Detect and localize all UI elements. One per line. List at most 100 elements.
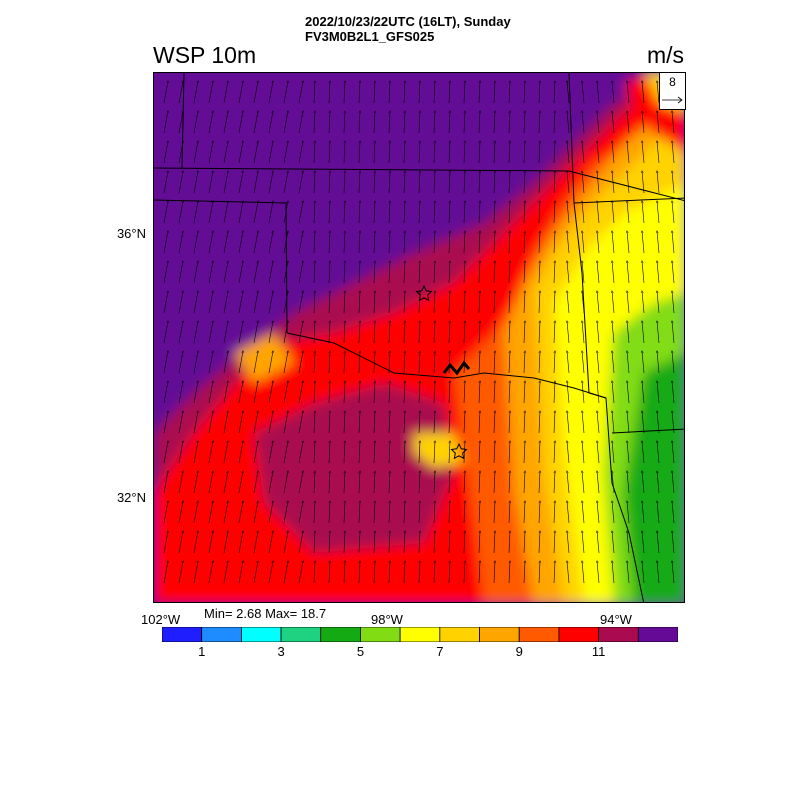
wind-vector-arrow [508,501,510,524]
wind-vector-arrow [463,261,465,284]
wind-vector-arrow [463,501,465,524]
wind-vector-arrow [672,201,675,224]
wind-vector-arrow [208,261,213,284]
wind-vector-arrow [478,531,480,554]
wind-vector-arrow [253,201,258,224]
wind-vector-arrow [223,381,228,404]
wind-vector-arrow [672,381,675,404]
wind-vector-arrow [642,381,645,404]
wind-vector-arrow [193,81,198,104]
wind-vector-arrow [523,471,525,494]
colorbar-swatch [439,627,480,642]
wind-vector-arrow [448,381,450,404]
wind-vector-arrow [163,531,168,554]
wind-vector-arrow [612,111,615,134]
wind-vector-arrow [268,201,273,224]
wind-vector-arrow [208,141,213,164]
wind-vector-arrow [328,81,330,104]
wind-vector-arrow [538,171,540,194]
wind-vector-arrow [313,171,315,194]
wind-vector-arrow [478,231,480,254]
wind-vector-arrow [403,201,405,224]
wind-vector-arrow [463,531,465,554]
wind-vector-arrow [328,561,330,584]
wind-vector-arrow [223,531,228,554]
wind-vector-arrow [283,561,288,584]
wind-vector-arrow [283,381,288,404]
wind-vector-arrow [283,351,288,374]
wind-vector-arrow [223,501,228,524]
wind-vector-arrow [418,141,420,164]
wind-vector-arrow [178,561,183,584]
wind-vector-arrow [343,561,345,584]
wind-vector-arrow [672,291,675,314]
wind-vector-arrow [343,501,345,524]
wind-vector-arrow [448,201,450,224]
wind-vector-arrow [403,231,405,254]
wind-vector-arrow [523,141,525,164]
wind-vector-arrow [538,501,540,524]
wind-vector-arrow [358,471,360,494]
wind-vector-arrow [298,201,303,224]
wind-vector-arrow [253,171,258,194]
wind-vector-arrow [433,171,435,194]
colorbar-swatch [399,627,441,642]
wind-vector-arrow [463,231,465,254]
wind-vector-arrow [313,501,315,524]
wind-vector-arrow [523,531,525,554]
wind-vector-arrow [373,381,375,404]
wind-vector-arrow [328,501,330,524]
wind-vector-arrow [343,381,345,404]
wind-vector-arrow [493,201,495,224]
wind-vector-arrow [627,561,630,584]
wind-vector-arrow [373,261,375,284]
wind-vector-arrow [178,501,183,524]
wind-vector-arrow [433,351,435,374]
wind-vector-arrow [433,141,435,164]
wind-vector-arrow [567,81,570,104]
wind-vector-arrow [238,441,243,464]
wind-vector-arrow [597,321,600,344]
colorbar-swatch [240,627,282,642]
wind-vector-arrow [223,321,228,344]
wind-vector-arrow [163,441,168,464]
wind-vector-arrow [553,411,555,434]
wind-vector-arrow [343,291,345,314]
wind-vector-arrow [597,411,600,434]
wind-vector-arrow [493,501,495,524]
wind-vector-arrow [597,381,600,404]
wind-vector-arrow [298,261,303,284]
wind-vector-arrow [597,291,600,314]
wind-vector-arrow [597,501,600,524]
wind-vector-arrow [418,471,420,494]
wind-vector-arrow [298,81,303,104]
wind-vector-arrow [343,111,345,134]
wind-vector-arrow [642,81,645,104]
wind-vector-arrow [358,141,360,164]
wind-vector-arrow [448,141,450,164]
lat-label-32n: 32°N [116,490,146,505]
wind-vector-arrow [612,411,615,434]
colorbar-tick-label: 5 [356,644,365,659]
wind-vector-arrow [508,141,510,164]
wind-vector-arrow [627,321,630,344]
wind-vector-arrow [567,411,570,434]
wind-vector-arrow [298,351,303,374]
wind-vector-arrow [208,81,213,104]
wind-vector-arrow [268,321,273,344]
colorbar-swatch [598,627,639,642]
wind-vector-arrow [358,441,360,464]
wind-vector-arrow [223,291,228,314]
wind-vector-arrow [163,81,168,104]
wind-vector-arrow [553,231,555,254]
wind-vector-arrow [523,291,525,314]
wind-vector-arrow [328,471,330,494]
wind-vector-arrow [253,291,258,314]
wind-vector-arrow [268,81,273,104]
wind-speed-map [153,72,685,603]
wind-vector-arrow [403,501,405,524]
wind-vector-arrow [597,471,600,494]
wind-vector-arrow [193,291,198,314]
wind-vector-arrow [373,561,375,584]
wind-vector-arrow [208,231,213,254]
